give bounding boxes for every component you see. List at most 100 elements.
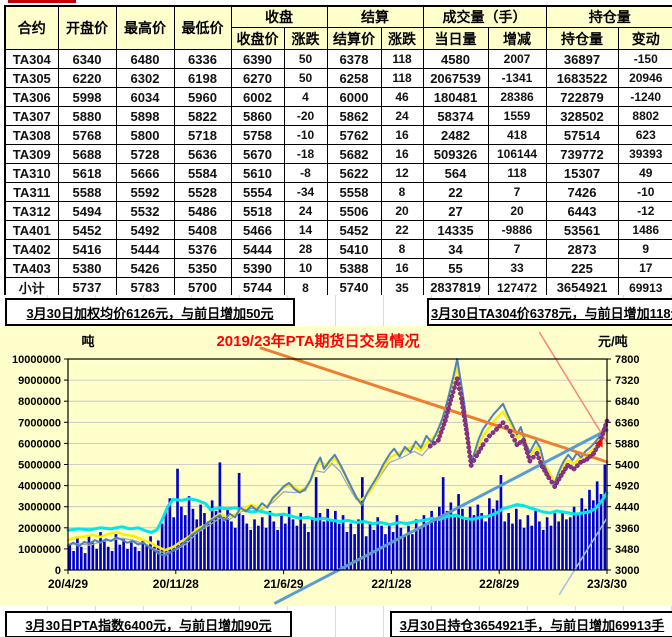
value-cell[interactable]: 5860	[230, 106, 285, 126]
value-cell[interactable]: 5494	[57, 201, 117, 221]
value-cell[interactable]: 5466	[230, 220, 285, 240]
change-cell[interactable]: 7	[487, 182, 547, 202]
value-cell[interactable]: 5744	[230, 277, 285, 299]
value-cell[interactable]: 5740	[326, 277, 382, 299]
contract-cell[interactable]: TA305	[4, 68, 59, 88]
change-cell[interactable]: 28	[283, 239, 328, 259]
change-cell[interactable]: -1240	[617, 87, 672, 107]
value-cell[interactable]: 5380	[57, 258, 117, 278]
change-cell[interactable]: 33	[487, 258, 547, 278]
value-cell[interactable]: 509326	[422, 144, 489, 164]
value-cell[interactable]: 5426	[115, 258, 175, 278]
change-cell[interactable]: 418	[487, 125, 547, 145]
change-cell[interactable]: 1559	[487, 106, 547, 126]
change-cell[interactable]: -18	[283, 144, 328, 164]
column-header[interactable]: 涨跌	[380, 27, 424, 50]
value-cell[interactable]: 6443	[545, 201, 619, 221]
value-cell[interactable]: 55	[422, 258, 489, 278]
change-cell[interactable]: -9886	[487, 220, 547, 240]
value-cell[interactable]: 6378	[326, 49, 382, 69]
value-cell[interactable]: 57514	[545, 125, 619, 145]
value-cell[interactable]: 6034	[115, 87, 175, 107]
change-cell[interactable]: 50	[283, 68, 328, 88]
change-cell[interactable]: 7	[487, 239, 547, 259]
value-cell[interactable]: 5960	[173, 87, 232, 107]
value-cell[interactable]: 58374	[422, 106, 489, 126]
change-cell[interactable]: 49	[617, 163, 672, 183]
column-header[interactable]: 变动	[617, 27, 672, 50]
value-cell[interactable]: 5718	[173, 125, 232, 145]
change-cell[interactable]: 16	[380, 144, 424, 164]
value-cell[interactable]: 5492	[115, 220, 175, 240]
value-cell[interactable]: 5558	[326, 182, 382, 202]
change-cell[interactable]: 118	[487, 163, 547, 183]
value-cell[interactable]: 5584	[173, 163, 232, 183]
change-cell[interactable]: 8802	[617, 106, 672, 126]
value-cell[interactable]: 5610	[230, 163, 285, 183]
column-group-header[interactable]: 结算	[326, 5, 424, 28]
value-cell[interactable]: 5376	[173, 239, 232, 259]
column-group-header[interactable]: 收盘	[230, 5, 328, 28]
value-cell[interactable]: 1683522	[545, 68, 619, 88]
value-cell[interactable]: 5636	[173, 144, 232, 164]
value-cell[interactable]: 5528	[173, 182, 232, 202]
change-cell[interactable]: 118	[380, 68, 424, 88]
change-cell[interactable]: 9	[617, 239, 672, 259]
change-cell[interactable]: 12	[380, 163, 424, 183]
value-cell[interactable]: 5666	[115, 163, 175, 183]
change-cell[interactable]: -12	[617, 201, 672, 221]
change-cell[interactable]: 24	[283, 201, 328, 221]
value-cell[interactable]: 6302	[115, 68, 175, 88]
change-cell[interactable]: 118	[380, 49, 424, 69]
value-cell[interactable]: 15307	[545, 163, 619, 183]
change-cell[interactable]: 24	[380, 106, 424, 126]
column-header[interactable]: 当日量	[422, 27, 489, 50]
value-cell[interactable]: 5822	[173, 106, 232, 126]
value-cell[interactable]: 5518	[230, 201, 285, 221]
change-cell[interactable]: -20	[283, 106, 328, 126]
change-cell[interactable]: 623	[617, 125, 672, 145]
change-cell[interactable]: -8	[283, 163, 328, 183]
change-cell[interactable]: 50	[283, 49, 328, 69]
value-cell[interactable]: 5880	[57, 106, 117, 126]
value-cell[interactable]: 5452	[57, 220, 117, 240]
change-cell[interactable]: 20	[487, 201, 547, 221]
change-cell[interactable]: 10	[283, 258, 328, 278]
value-cell[interactable]: 5452	[326, 220, 382, 240]
change-cell[interactable]: 1486	[617, 220, 672, 240]
change-cell[interactable]: 8	[380, 182, 424, 202]
column-header[interactable]: 涨跌	[283, 27, 328, 50]
value-cell[interactable]: 5444	[115, 239, 175, 259]
value-cell[interactable]: 5670	[230, 144, 285, 164]
value-cell[interactable]: 5592	[115, 182, 175, 202]
value-cell[interactable]: 14335	[422, 220, 489, 240]
change-cell[interactable]: 106144	[487, 144, 547, 164]
contract-cell[interactable]: TA312	[4, 201, 59, 221]
change-cell[interactable]: 17	[617, 258, 672, 278]
value-cell[interactable]: 4580	[422, 49, 489, 69]
value-cell[interactable]: 6002	[230, 87, 285, 107]
change-cell[interactable]: -10	[283, 125, 328, 145]
change-cell[interactable]: 127472	[487, 277, 547, 299]
value-cell[interactable]: 5554	[230, 182, 285, 202]
value-cell[interactable]: 328502	[545, 106, 619, 126]
change-cell[interactable]: 4	[283, 87, 328, 107]
value-cell[interactable]: 6340	[57, 49, 117, 69]
contract-cell[interactable]: TA308	[4, 125, 59, 145]
change-cell[interactable]: -1341	[487, 68, 547, 88]
value-cell[interactable]: 5588	[57, 182, 117, 202]
change-cell[interactable]: 20946	[617, 68, 672, 88]
value-cell[interactable]: 6480	[115, 49, 175, 69]
contract-cell[interactable]: TA311	[4, 182, 59, 202]
value-cell[interactable]: 5532	[115, 201, 175, 221]
value-cell[interactable]: 34	[422, 239, 489, 259]
value-cell[interactable]: 5768	[57, 125, 117, 145]
contract-cell[interactable]: TA306	[4, 87, 59, 107]
column-group-header[interactable]: 合约	[4, 5, 59, 50]
value-cell[interactable]: 5688	[57, 144, 117, 164]
contract-cell[interactable]: TA402	[4, 239, 59, 259]
column-group-header[interactable]: 开盘价	[57, 5, 117, 50]
contract-cell[interactable]: TA310	[4, 163, 59, 183]
value-cell[interactable]: 180481	[422, 87, 489, 107]
value-cell[interactable]: 7426	[545, 182, 619, 202]
